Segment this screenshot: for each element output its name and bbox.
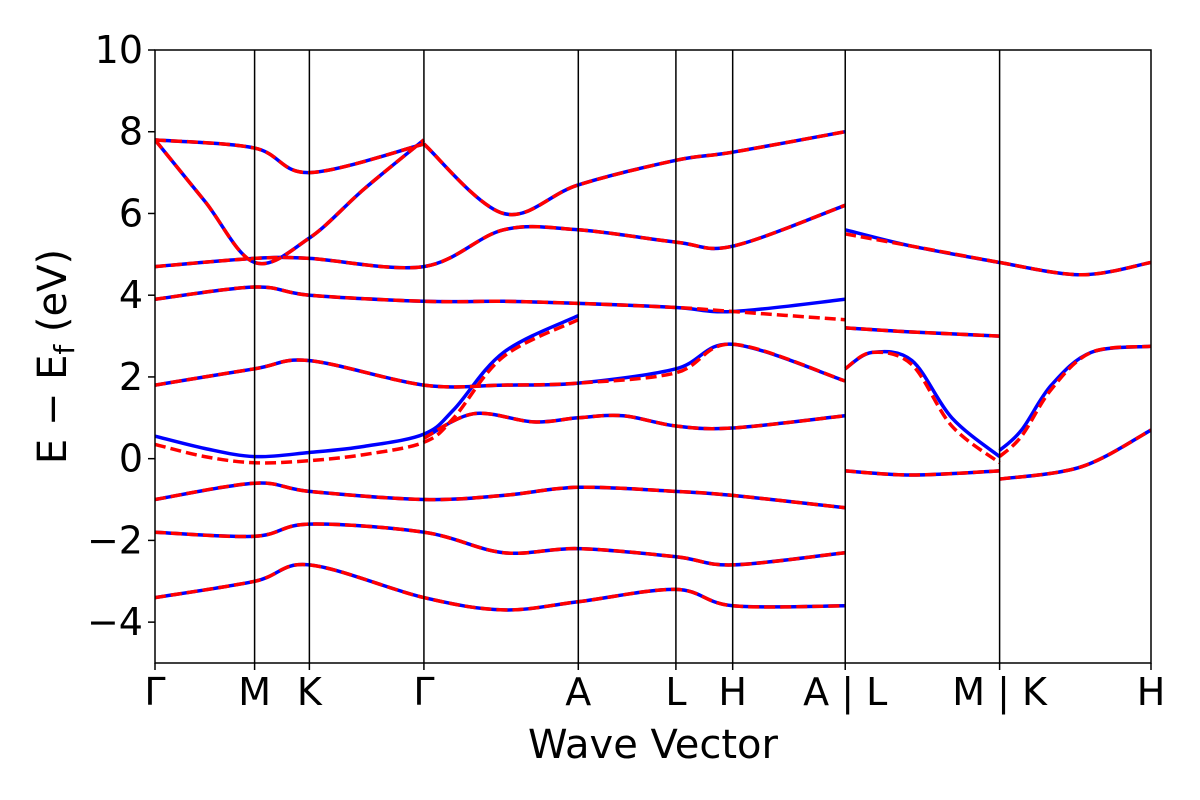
x-tick-label: A — [565, 670, 591, 714]
y-tick-label: −4 — [87, 600, 143, 644]
high-symmetry-lines — [253, 50, 1001, 663]
x-tick-label: M — [238, 670, 271, 714]
series-1-band-14 — [845, 326, 1000, 338]
series-1-band-5 — [155, 203, 846, 270]
x-tick-label: H — [1137, 670, 1166, 714]
y-axis-title-main: E − E — [30, 355, 76, 465]
series-1-band-15 — [845, 469, 1000, 477]
y-axis-ticks: −4 −2 0 2 4 6 8 10 — [87, 28, 155, 644]
y-tick-label: 4 — [119, 273, 143, 317]
series-1-band-1 — [844, 350, 1001, 465]
series-0-band-4 — [155, 285, 846, 314]
bands-layer — [155, 129, 1151, 612]
series-1-band-12 — [423, 411, 846, 440]
series-1-band-0 — [155, 318, 580, 465]
series-0-band-0 — [155, 314, 580, 459]
series-1-band-6 — [155, 138, 426, 266]
series-1-band-13 — [844, 232, 1000, 265]
series-1-band-11 — [155, 562, 846, 612]
x-tick-label: K — [297, 670, 323, 714]
series-0-band-7 — [155, 138, 425, 175]
series-0-band-1 — [844, 349, 1001, 458]
y-tick-label: 0 — [119, 437, 143, 481]
y-tick-label: 2 — [119, 355, 143, 399]
y-tick-label: 8 — [119, 110, 143, 154]
y-tick-label: −2 — [87, 518, 143, 562]
series-1-band-10 — [155, 522, 846, 567]
x-tick-label: M | K — [952, 670, 1048, 715]
y-axis-title: E − Ef (eV) — [30, 249, 81, 464]
series-1-band-7 — [155, 138, 425, 175]
y-tick-label: 10 — [95, 28, 143, 72]
series-1-band-4 — [155, 285, 846, 322]
x-tick-label: H — [718, 670, 747, 714]
x-tick-label: A | L — [803, 670, 887, 715]
series-1-band-17 — [999, 428, 1151, 481]
series-0-band-17 — [999, 428, 1151, 481]
plot-frame — [154, 49, 1152, 664]
series-0-band-2 — [998, 344, 1151, 452]
series-0-band-8 — [422, 129, 846, 217]
y-tick-label: 6 — [119, 191, 143, 235]
y-axis-title-unit: (eV) — [30, 249, 76, 345]
series-1-band-3 — [155, 342, 846, 389]
series-0-band-9 — [155, 481, 846, 510]
x-tick-label: L — [665, 670, 686, 714]
series-0-band-10 — [155, 522, 846, 567]
series-1-band-9 — [155, 481, 846, 510]
series-1-band-8 — [422, 129, 846, 217]
x-axis-title: Wave Vector — [528, 722, 779, 768]
series-0-band-3 — [155, 342, 846, 389]
series-1-band-2 — [998, 344, 1151, 458]
series-0-band-11 — [155, 562, 846, 612]
series-1-band-16 — [999, 260, 1151, 277]
series-0-band-6 — [155, 138, 426, 266]
y-axis-title-subscript: f — [48, 344, 81, 355]
x-tick-label: Γ — [413, 670, 434, 714]
x-tick-label: Γ — [144, 670, 165, 714]
